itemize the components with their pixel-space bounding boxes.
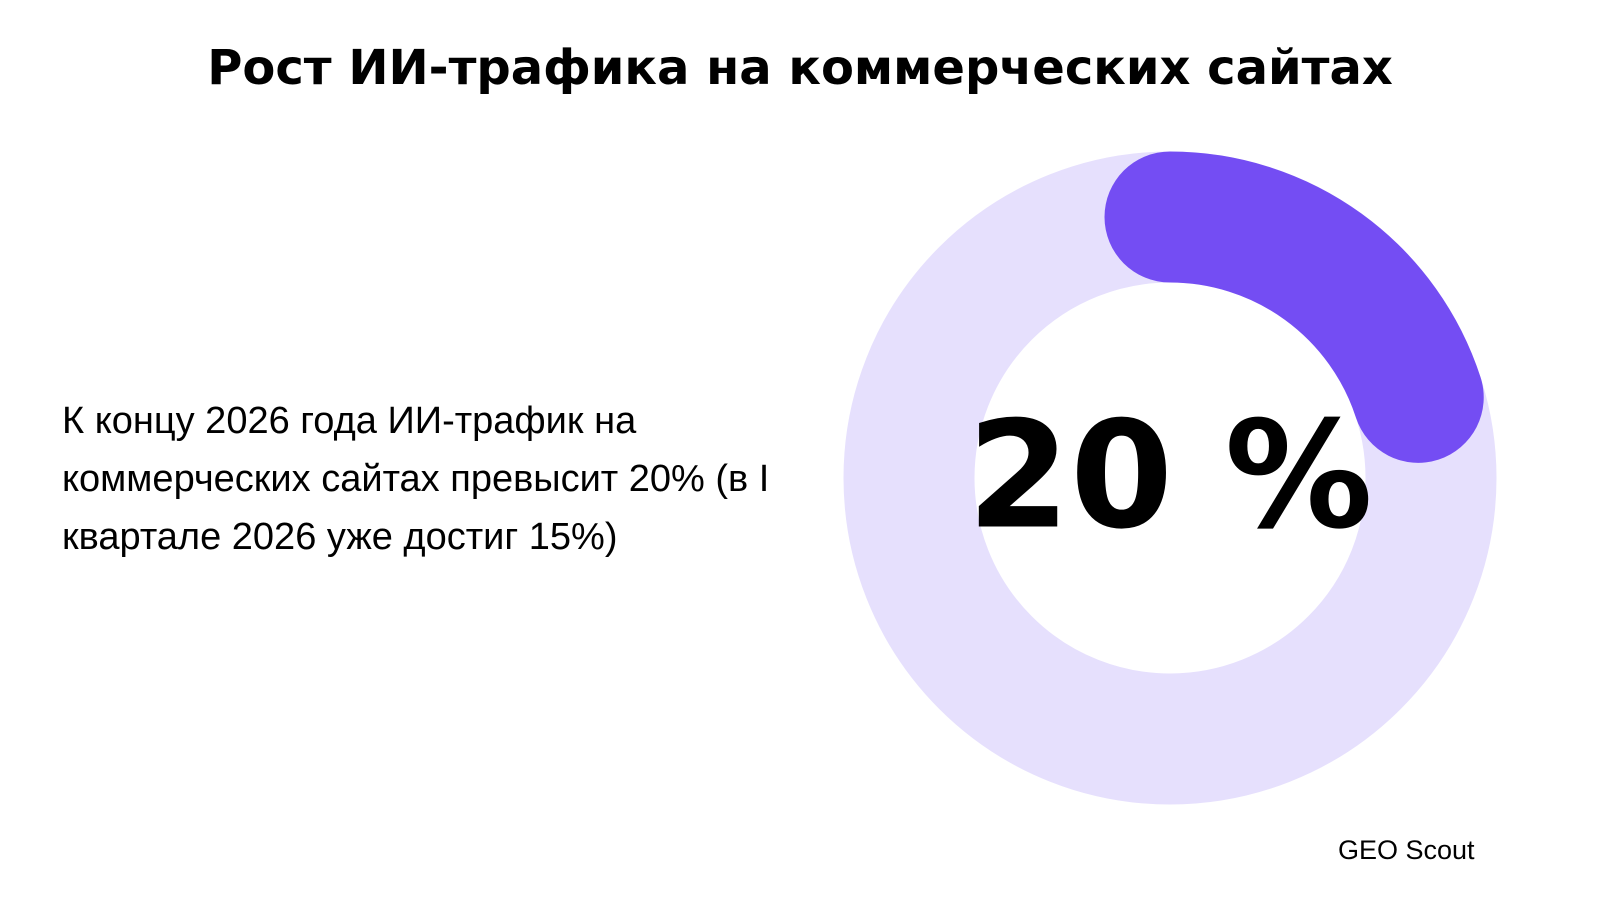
chart-title: Рост ИИ-трафика на коммерческих сайтах (207, 40, 1393, 96)
source: GEO Scout (1338, 835, 1475, 865)
ring-arc (1104, 151, 1484, 463)
annotation: К концу 2026 года ИИ-трафик на коммерчес… (62, 400, 770, 558)
center-value-label: 20 % (967, 390, 1373, 562)
